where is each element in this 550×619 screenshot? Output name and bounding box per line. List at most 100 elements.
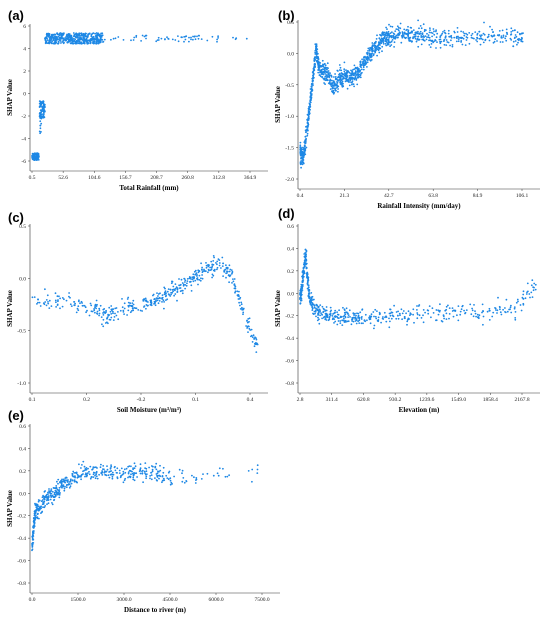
- scatter-point: [35, 514, 37, 517]
- x-tick-label: 1858.4: [483, 397, 498, 403]
- scatter-point: [57, 35, 60, 38]
- scatter-point: [302, 162, 305, 165]
- scatter-point: [165, 293, 167, 295]
- scatter-point: [90, 476, 93, 478]
- scatter-point: [309, 108, 311, 111]
- scatter-point: [522, 290, 525, 293]
- scatter-point: [63, 480, 66, 482]
- scatter-point: [451, 307, 454, 309]
- scatter-point: [86, 309, 88, 312]
- scatter-point: [162, 466, 165, 469]
- scatter-point: [95, 475, 98, 478]
- x-tick-label: 1239.6: [419, 397, 434, 403]
- scatter-point: [342, 306, 344, 309]
- scatter-point: [476, 313, 479, 316]
- scatter-point: [52, 42, 54, 45]
- scatter-point: [186, 282, 188, 285]
- scatter-point: [73, 475, 76, 478]
- scatter-point: [332, 313, 334, 315]
- scatter-point: [457, 305, 460, 307]
- scatter-point: [354, 72, 357, 75]
- scatter-point: [305, 131, 307, 134]
- scatter-point: [362, 66, 365, 69]
- scatter-point: [83, 304, 85, 307]
- scatter-point: [357, 314, 360, 317]
- scatter-point: [344, 72, 347, 75]
- scatter-point: [312, 77, 314, 80]
- scatter-point: [211, 276, 214, 279]
- scatter-point: [522, 303, 525, 306]
- scatter-point: [351, 82, 353, 84]
- scatter-point: [375, 317, 378, 320]
- scatter-point: [44, 495, 47, 498]
- scatter-point: [43, 116, 46, 119]
- scatter-point: [75, 471, 78, 474]
- scatter-point: [228, 264, 231, 267]
- scatter-point: [375, 40, 377, 43]
- scatter-point: [54, 292, 57, 295]
- y-tick-label: -1.0: [17, 381, 26, 387]
- scatter-point: [176, 287, 179, 290]
- scatter-point: [489, 25, 491, 28]
- scatter-point: [114, 307, 117, 310]
- scatter-point: [178, 278, 180, 280]
- scatter-point: [435, 36, 438, 39]
- scatter-point: [158, 470, 160, 473]
- scatter-point: [367, 50, 369, 52]
- scatter-point: [301, 153, 304, 156]
- scatter-point: [378, 313, 381, 316]
- scatter-point: [100, 463, 102, 466]
- scatter-point: [41, 510, 44, 513]
- scatter-point: [248, 317, 251, 320]
- scatter-point: [52, 39, 55, 42]
- scatter-point: [141, 310, 144, 312]
- scatter-point: [132, 467, 135, 469]
- scatter-point: [315, 315, 317, 318]
- scatter-point: [307, 129, 309, 132]
- scatter-point: [126, 298, 129, 300]
- scatter-point: [337, 90, 339, 93]
- scatter-point: [86, 472, 89, 475]
- scatter-point: [184, 281, 186, 283]
- scatter-point: [384, 34, 387, 37]
- scatter-point: [93, 42, 96, 45]
- scatter-point: [346, 320, 349, 323]
- scatter-point: [360, 322, 363, 325]
- scatter-point: [153, 303, 155, 305]
- scatter-point: [195, 479, 197, 481]
- scatter-point: [217, 258, 220, 260]
- scatter-point: [510, 31, 513, 33]
- scatter-point: [331, 315, 334, 317]
- scatter-point: [420, 43, 423, 46]
- scatter-point: [351, 83, 353, 86]
- scatter-point: [111, 471, 114, 474]
- scatter-point: [299, 146, 302, 149]
- scatter-point: [218, 262, 221, 264]
- scatter-point: [45, 42, 47, 45]
- scatter-point: [388, 41, 390, 43]
- scatter-point: [73, 37, 75, 40]
- scatter-point: [40, 500, 43, 503]
- scatter-point: [232, 278, 234, 280]
- scatter-point: [430, 43, 433, 45]
- scatter-point: [111, 475, 114, 478]
- scatter-point: [462, 37, 465, 40]
- scatter-point: [86, 40, 88, 43]
- scatter-point: [371, 49, 374, 52]
- scatter-point: [306, 273, 309, 275]
- scatter-point: [509, 37, 512, 40]
- scatter-point: [222, 262, 224, 265]
- scatter-point: [166, 290, 169, 293]
- scatter-point: [62, 478, 65, 481]
- scatter-point: [64, 36, 67, 38]
- scatter-point: [342, 319, 345, 322]
- scatter-point: [50, 490, 53, 492]
- scatter-point: [59, 481, 61, 484]
- scatter-point: [132, 303, 135, 306]
- scatter-point: [73, 480, 76, 483]
- scatter-point: [336, 81, 339, 84]
- scatter-point: [50, 41, 53, 44]
- scatter-point: [310, 97, 313, 100]
- scatter-point: [216, 263, 218, 266]
- scatter-point: [123, 302, 126, 305]
